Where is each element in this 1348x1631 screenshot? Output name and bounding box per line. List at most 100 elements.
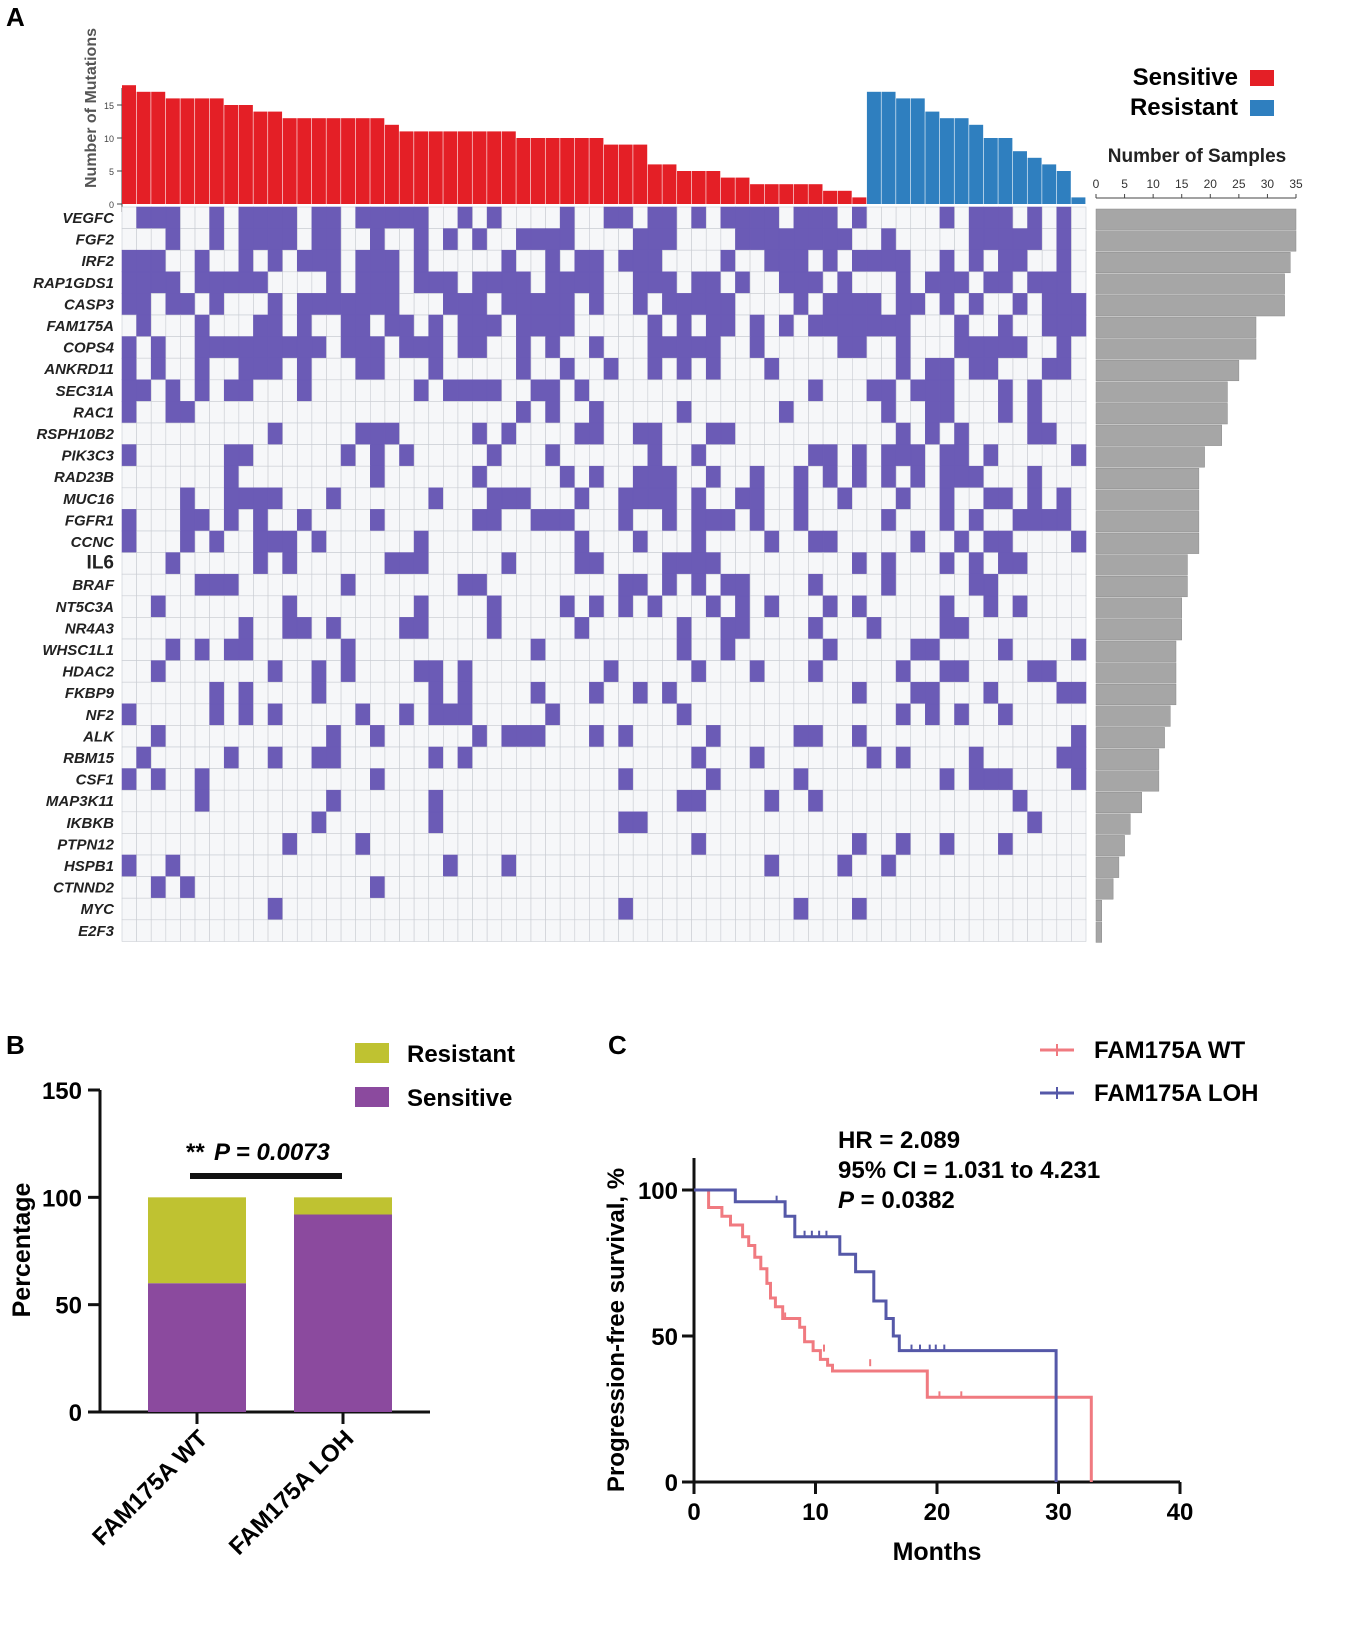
matrix-cell bbox=[589, 228, 605, 251]
matrix-cell bbox=[837, 897, 853, 921]
matrix-cell bbox=[326, 271, 342, 294]
matrix-cell bbox=[559, 293, 576, 316]
legend-swatch-sensitive bbox=[355, 1087, 389, 1107]
matrix-cell bbox=[384, 638, 400, 661]
matrix-cell bbox=[618, 314, 634, 337]
matrix-cell bbox=[778, 811, 795, 834]
matrix-cell bbox=[837, 249, 853, 273]
matrix-cell bbox=[413, 703, 430, 726]
gene-label: CCNC bbox=[71, 534, 115, 551]
matrix-cell bbox=[457, 293, 473, 316]
matrix-cell bbox=[180, 271, 196, 294]
matrix-cell bbox=[180, 487, 196, 510]
matrix-cell bbox=[954, 876, 970, 899]
matrix-cell bbox=[223, 595, 240, 618]
matrix-cell bbox=[516, 379, 532, 402]
matrix-cell bbox=[457, 401, 473, 424]
matrix-cell bbox=[121, 530, 137, 553]
matrix-cell bbox=[647, 509, 663, 532]
matrix-cell bbox=[370, 249, 386, 273]
sample-count-bar bbox=[1095, 791, 1142, 814]
matrix-cell bbox=[384, 401, 400, 424]
matrix-cell bbox=[691, 725, 707, 748]
matrix-cell bbox=[881, 660, 897, 683]
matrix-cell bbox=[866, 401, 882, 424]
matrix-cell bbox=[852, 271, 868, 294]
matrix-cell bbox=[428, 811, 444, 834]
matrix-cell bbox=[150, 249, 167, 273]
matrix-cell bbox=[355, 919, 371, 942]
matrix-cell bbox=[530, 617, 546, 640]
matrix-cell bbox=[764, 746, 780, 769]
matrix-cell bbox=[296, 228, 313, 251]
matrix-cell bbox=[223, 444, 240, 467]
matrix-cell bbox=[136, 573, 152, 597]
matrix-cell bbox=[778, 746, 795, 769]
matrix-cell bbox=[968, 703, 985, 726]
matrix-cell bbox=[852, 422, 868, 445]
mutation-count-bar bbox=[662, 164, 677, 204]
matrix-cell bbox=[808, 617, 824, 640]
top-y-tick-label: 15 bbox=[104, 101, 114, 111]
matrix-cell bbox=[705, 336, 722, 359]
matrix-cell bbox=[778, 638, 795, 661]
matrix-cell bbox=[150, 509, 167, 532]
matrix-cell bbox=[881, 314, 897, 337]
matrix-cell bbox=[457, 249, 473, 273]
matrix-cell bbox=[866, 357, 882, 381]
matrix-cell bbox=[793, 249, 809, 273]
matrix-cell bbox=[150, 919, 167, 942]
matrix-cell bbox=[238, 530, 254, 553]
matrix-cell bbox=[545, 509, 561, 532]
matrix-cell bbox=[296, 293, 313, 316]
matrix-cell bbox=[749, 228, 765, 251]
matrix-cell bbox=[443, 681, 459, 705]
matrix-cell bbox=[603, 465, 619, 489]
matrix-cell bbox=[705, 228, 722, 251]
matrix-cell bbox=[516, 293, 532, 316]
matrix-cell bbox=[457, 789, 473, 813]
matrix-cell bbox=[296, 271, 313, 294]
matrix-cell bbox=[1027, 422, 1043, 445]
matrix-cell bbox=[238, 357, 254, 381]
matrix-cell bbox=[530, 703, 546, 726]
matrix-cell bbox=[472, 811, 488, 834]
matrix-cell bbox=[735, 681, 751, 705]
matrix-cell bbox=[209, 444, 225, 467]
matrix-cell bbox=[808, 271, 824, 294]
matrix-cell bbox=[355, 487, 371, 510]
matrix-cell bbox=[472, 357, 488, 381]
matrix-cell bbox=[223, 617, 240, 640]
matrix-cell bbox=[983, 206, 999, 229]
matrix-cell bbox=[384, 271, 400, 294]
matrix-cell bbox=[852, 444, 868, 467]
matrix-cell bbox=[910, 703, 926, 726]
matrix-cell bbox=[194, 789, 210, 813]
matrix-cell bbox=[443, 833, 459, 856]
matrix-cell bbox=[1012, 530, 1028, 553]
matrix-cell bbox=[559, 725, 576, 748]
matrix-cell bbox=[603, 228, 619, 251]
matrix-cell bbox=[136, 444, 152, 467]
matrix-cell bbox=[720, 379, 736, 402]
matrix-cell bbox=[121, 573, 137, 597]
km-curve-loh bbox=[694, 1188, 1058, 1482]
matrix-cell bbox=[691, 314, 707, 337]
matrix-cell bbox=[925, 336, 941, 359]
matrix-cell bbox=[296, 249, 313, 273]
matrix-cell bbox=[662, 681, 678, 705]
matrix-cell bbox=[311, 357, 327, 381]
stat-ci: 95% CI = 1.031 to 4.231 bbox=[838, 1157, 1100, 1184]
matrix-cell bbox=[443, 487, 459, 510]
matrix-cell bbox=[136, 854, 152, 877]
matrix-cell bbox=[311, 487, 327, 510]
matrix-cell bbox=[267, 638, 283, 661]
mutation-count-bar bbox=[1027, 157, 1042, 204]
matrix-cell bbox=[954, 595, 970, 618]
matrix-cell bbox=[852, 206, 868, 229]
matrix-cell bbox=[326, 465, 342, 489]
matrix-cell bbox=[925, 401, 941, 424]
matrix-cell bbox=[968, 660, 985, 683]
matrix-cell bbox=[735, 487, 751, 510]
matrix-cell bbox=[764, 487, 780, 510]
